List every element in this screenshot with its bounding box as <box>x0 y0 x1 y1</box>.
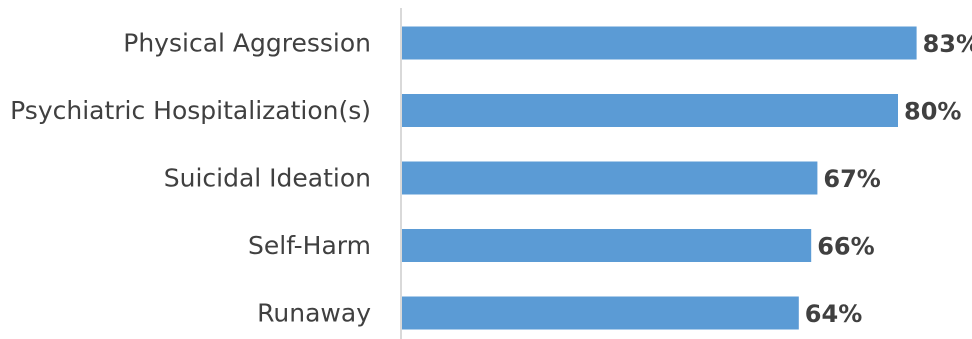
category-label-2: Suicidal Ideation <box>164 164 371 193</box>
data-label-2: 67% <box>823 165 880 193</box>
data-label-4: 64% <box>805 300 862 328</box>
bar-0 <box>402 26 917 60</box>
data-labels-group: 83% 80% 67% 66% 64% <box>805 30 972 328</box>
category-label-4: Runaway <box>257 299 371 328</box>
bar-4 <box>402 296 799 330</box>
data-label-1: 80% <box>904 98 961 126</box>
bar-2 <box>402 161 818 195</box>
data-label-0: 83% <box>923 30 972 58</box>
category-labels-group: Physical Aggression Psychiatric Hospitali… <box>10 29 371 328</box>
bar-1 <box>402 94 898 127</box>
category-label-0: Physical Aggression <box>123 29 371 58</box>
bars-group <box>402 26 917 330</box>
category-label-3: Self-Harm <box>248 231 371 260</box>
data-label-3: 66% <box>817 233 874 261</box>
category-label-1: Psychiatric Hospitalization(s) <box>10 96 371 125</box>
bar-3 <box>402 229 812 262</box>
